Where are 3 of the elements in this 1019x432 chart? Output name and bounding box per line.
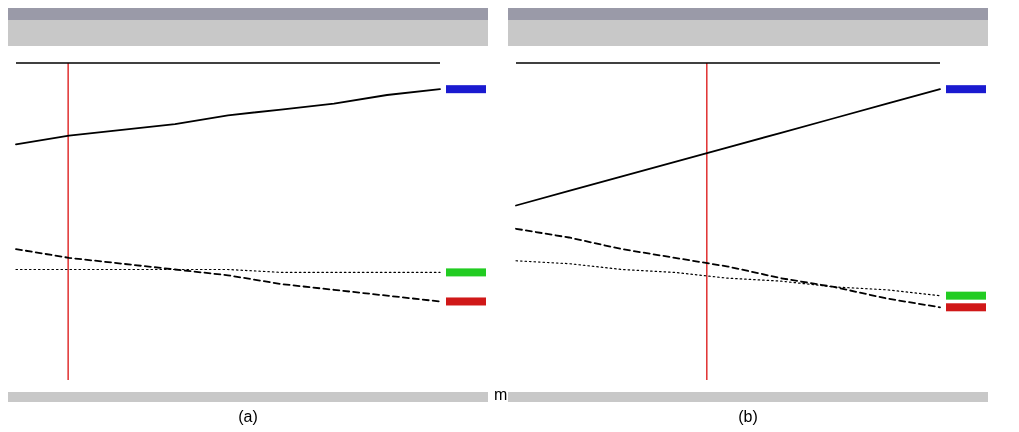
text: m [494, 386, 508, 403]
text: (a) [238, 408, 258, 425]
text: (b) [738, 408, 758, 425]
